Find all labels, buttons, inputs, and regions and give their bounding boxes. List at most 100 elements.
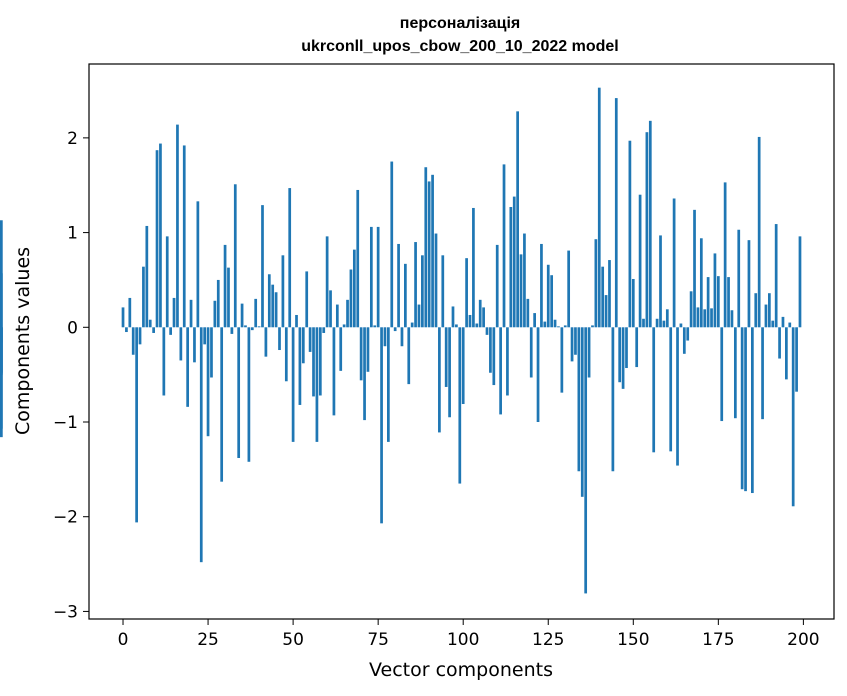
- bar: [533, 313, 536, 328]
- bar: [461, 327, 465, 405]
- bar: [410, 322, 414, 328]
- bar: [380, 327, 383, 524]
- bar: [478, 299, 482, 328]
- bar: [0, 273, 3, 328]
- x-tick-label: 50: [282, 630, 304, 650]
- bar: [441, 255, 445, 328]
- bar: [591, 325, 594, 328]
- bar: [621, 327, 625, 389]
- bar: [543, 321, 547, 328]
- bar: [414, 242, 417, 328]
- bar: [352, 249, 356, 328]
- bar: [363, 327, 366, 421]
- x-axis: 0 25 50 75 100 125 150 175 200: [118, 619, 820, 650]
- bar: [182, 145, 186, 328]
- y-tick-label: 2: [67, 129, 78, 149]
- bar: [233, 184, 237, 328]
- bar: [499, 327, 502, 415]
- bar: [546, 264, 550, 328]
- bar: [193, 327, 196, 363]
- bar: [318, 327, 322, 396]
- bar: [567, 250, 571, 328]
- bar: [261, 205, 264, 328]
- bar: [152, 327, 155, 333]
- bar: [604, 295, 608, 328]
- x-axis-label: Vector components: [369, 659, 553, 681]
- bar: [635, 327, 639, 368]
- bar: [485, 327, 489, 335]
- bar: [693, 209, 696, 328]
- y-tick-label: −3: [53, 602, 78, 622]
- bar: [179, 327, 183, 361]
- bar: [271, 284, 275, 328]
- bar: [788, 322, 792, 328]
- bar: [332, 327, 336, 416]
- bar: [669, 327, 673, 452]
- bar: [172, 297, 176, 328]
- bar: [465, 258, 468, 328]
- bar: [468, 314, 472, 328]
- bar: [169, 327, 172, 335]
- x-tick-label: 125: [532, 630, 564, 650]
- bar: [723, 182, 727, 328]
- bar: [339, 327, 343, 371]
- x-tick-label: 100: [447, 630, 479, 650]
- bar: [196, 201, 200, 328]
- bar: [240, 303, 244, 328]
- bar: [366, 327, 370, 372]
- bar: [597, 87, 601, 328]
- bar: [699, 238, 703, 328]
- bar: [560, 327, 564, 393]
- bar: [159, 143, 162, 328]
- bar: [227, 267, 230, 328]
- bar: [264, 327, 268, 357]
- bar-series: [0, 87, 802, 594]
- bar: [768, 293, 771, 328]
- bar: [553, 319, 557, 328]
- bar: [628, 140, 632, 328]
- bar: [771, 320, 775, 328]
- bar: [509, 207, 513, 328]
- bar: [148, 319, 152, 328]
- bar: [325, 236, 329, 328]
- y-tick-label: 0: [67, 318, 78, 338]
- bar: [369, 226, 373, 328]
- bar: [346, 299, 349, 328]
- bar: [335, 304, 339, 328]
- bar: [747, 240, 751, 328]
- bar: [757, 136, 761, 328]
- bar: [451, 306, 455, 328]
- bar: [223, 244, 227, 328]
- bar: [638, 194, 642, 328]
- bar: [751, 327, 754, 494]
- bar: [0, 327, 3, 375]
- bar: [274, 292, 278, 328]
- bar: [121, 307, 125, 328]
- bar: [254, 298, 258, 328]
- x-tick-label: 175: [702, 630, 734, 650]
- bar: [516, 111, 519, 328]
- bar: [298, 327, 302, 405]
- bar: [237, 327, 241, 458]
- bar: [672, 198, 676, 328]
- bar: [267, 274, 271, 328]
- bar: [608, 260, 611, 328]
- bar: [550, 275, 554, 328]
- bar: [250, 327, 254, 331]
- bar: [397, 243, 400, 328]
- bar: [162, 327, 166, 396]
- bar: [427, 181, 431, 328]
- bar: [206, 327, 210, 437]
- bar: [703, 309, 707, 328]
- bar: [774, 224, 778, 328]
- bar: [795, 327, 798, 392]
- bar: [713, 253, 717, 328]
- bar: [740, 327, 744, 490]
- bar: [0, 327, 3, 438]
- bar: [676, 327, 679, 466]
- bar: [434, 233, 438, 328]
- bar: [652, 327, 656, 453]
- bar: [611, 327, 615, 472]
- bar: [618, 327, 622, 383]
- bar: [778, 327, 781, 359]
